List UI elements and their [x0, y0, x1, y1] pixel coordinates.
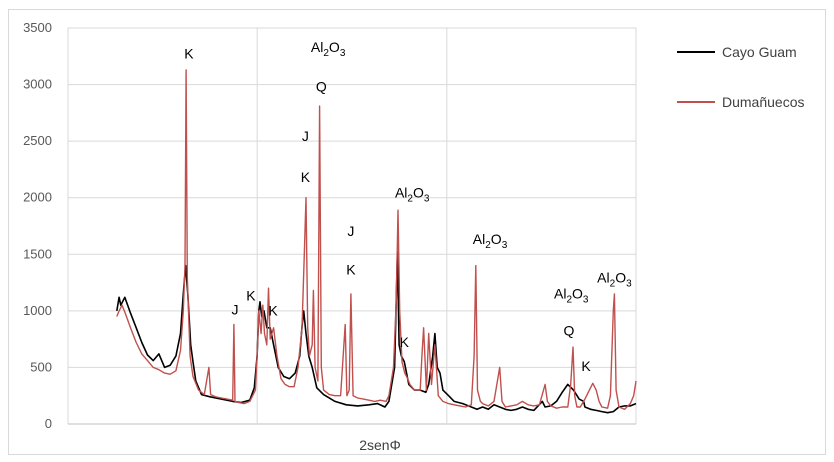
y-tick-label: 2000	[23, 190, 52, 205]
peak-label: K	[581, 358, 591, 374]
y-tick-label: 1000	[23, 303, 52, 318]
series-lines	[116, 69, 637, 414]
peak-label: Q	[564, 323, 575, 339]
legend-label: Cayo Guam	[722, 44, 797, 60]
y-tick-label: 500	[30, 359, 52, 374]
peak-label: K	[268, 302, 278, 318]
legend: Cayo Guam Dumañuecos	[677, 44, 805, 110]
peak-label: Al2O3	[473, 231, 508, 251]
peak-label: J	[347, 223, 354, 239]
y-tick-label: 3500	[23, 20, 52, 35]
y-tick-label: 0	[45, 416, 52, 431]
peak-label: K	[246, 288, 256, 304]
x-axis-label: 2senΦ	[359, 437, 401, 453]
peak-label: K	[184, 46, 194, 62]
chart-frame	[8, 9, 826, 455]
peak-label: Al2O3	[395, 185, 430, 205]
peak-label: K	[400, 334, 410, 350]
peak-label: Al2O3	[554, 285, 589, 305]
peak-label: J	[231, 301, 238, 317]
series-line-cayo-guam	[116, 251, 637, 414]
y-tick-label: 3000	[23, 77, 52, 92]
peak-label: J	[302, 128, 309, 144]
peak-label: K	[301, 169, 311, 185]
legend-label: Dumañuecos	[722, 94, 805, 110]
peak-label: K	[346, 262, 356, 278]
peak-label: Al2O3	[311, 39, 346, 59]
peak-label: Q	[316, 78, 327, 94]
y-tick-label: 2500	[23, 133, 52, 148]
series-line-dumanuecos	[116, 69, 637, 410]
y-tick-label: 1500	[23, 246, 52, 261]
y-axis-ticks: 0 500 1000 1500 2000 2500 3000 3500	[23, 20, 52, 431]
peak-label: Al2O3	[597, 270, 632, 290]
